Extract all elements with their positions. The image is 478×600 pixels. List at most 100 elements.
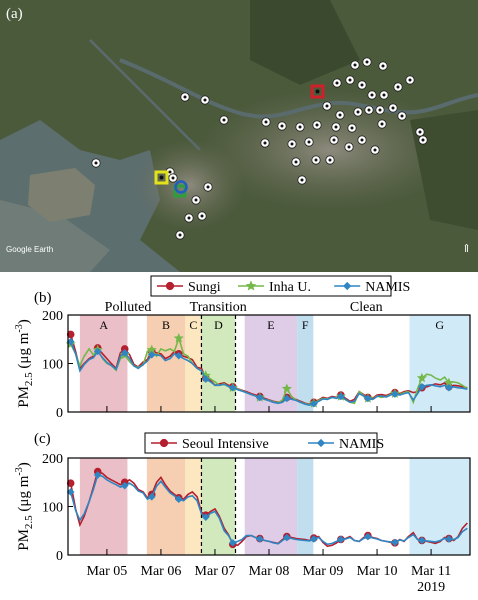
data-point-namis (66, 488, 75, 496)
site-marker-dot (94, 161, 98, 165)
period-band-5 (297, 458, 314, 555)
site-marker-dot (298, 125, 302, 129)
sungi-site-marker (154, 170, 169, 185)
y-axis-label: PM2.5 (μg m-3) (14, 319, 35, 408)
site-marker-dot (315, 123, 319, 127)
site-marker-dot (280, 124, 284, 128)
x-axis-year-label: 2019 (417, 580, 445, 595)
site-marker-dot (200, 214, 204, 218)
y-tick-label: 100 (42, 358, 63, 373)
site-marker-dot (171, 176, 175, 180)
legend-box (150, 275, 392, 297)
legend-marker-inha-u (245, 280, 257, 291)
site-marker-dot (290, 142, 294, 146)
site-marker-dot (183, 95, 187, 99)
series-line-namis (69, 341, 468, 407)
data-point-namis (364, 532, 372, 541)
period-label-A: A (99, 318, 108, 332)
data-point-namis (256, 535, 264, 543)
period-label-E: E (267, 318, 274, 332)
site-marker-dot (187, 216, 191, 220)
data-point-inha-u (173, 333, 184, 343)
site-marker-dot (300, 178, 304, 182)
site-marker-dot (373, 148, 377, 152)
y-axis-label: PM2.5 (μg m-3) (14, 462, 35, 551)
x-tick-label: Mar 07 (195, 564, 236, 579)
x-tick-label: Mar 09 (303, 564, 344, 579)
legend-marker-seoul-intensive (159, 438, 169, 448)
regime-label-clean: Clean (350, 300, 383, 315)
legend-marker-sungi (165, 281, 175, 291)
data-point-inha-u (200, 370, 211, 380)
site-marker-dot (400, 114, 404, 118)
x-tick-label: Mar 05 (86, 564, 127, 579)
data-point-namis (147, 493, 156, 501)
period-band-4 (244, 458, 298, 555)
y-tick-label: 0 (56, 549, 63, 564)
legend-label-inha-u: Inha U. (269, 280, 311, 295)
site-marker-dot (264, 120, 268, 124)
site-marker-dot (356, 110, 360, 114)
site-marker-dot (365, 60, 369, 64)
site-marker-dot (263, 141, 267, 145)
data-point-namis (120, 481, 129, 490)
data-point-namis (310, 399, 318, 408)
period-band-D (201, 315, 236, 412)
period-band-B (146, 315, 186, 412)
period-label-B: B (162, 318, 170, 332)
site-marker-dot (307, 140, 311, 144)
period-label-D: D (214, 318, 223, 332)
panel-b-label: (b) (34, 290, 52, 306)
y-tick-label: 100 (42, 501, 63, 516)
data-point-inha-u (416, 372, 427, 383)
site-marker-dot (194, 198, 198, 202)
legend-label-namis: NAMIS (365, 280, 410, 295)
site-marker-dot (350, 126, 354, 130)
site-marker-dot (168, 170, 172, 174)
mountain-north (250, 0, 360, 85)
site-marker-dot (421, 138, 425, 142)
period-label-F: F (302, 318, 309, 332)
data-point-namis (364, 394, 372, 403)
urban-area-incheon (135, 140, 245, 230)
x-tick-label: Mar 11 (411, 564, 451, 579)
period-band-1 (146, 458, 186, 555)
period-label-C: C (189, 318, 197, 332)
river-branch (89, 39, 201, 151)
site-marker-dot (203, 98, 207, 102)
panel-c-label: (c) (34, 431, 51, 447)
seoul-intensive-site-dot (315, 89, 320, 94)
data-point-namis (66, 337, 75, 346)
regime-label-transition: Transition (190, 300, 247, 315)
regime-label-polluted: Polluted (105, 300, 152, 315)
site-marker-dot (360, 138, 364, 142)
site-marker-dot (206, 185, 210, 189)
panel-c-chart: 0 100 200 Mar 05 Mar 06 Mar 07 Mar 08 Mar 09 Mar… (14, 432, 471, 595)
data-point-namis (418, 536, 426, 545)
site-marker-dot (370, 93, 374, 97)
series-line-namis (69, 474, 468, 546)
data-point-namis (418, 382, 426, 391)
site-marker-dot (178, 233, 182, 237)
namis-site-marker (174, 180, 188, 194)
monitoring-site-markers (91, 57, 428, 240)
data-point-namis (337, 535, 345, 544)
data-point-namis (120, 349, 129, 357)
x-tick-label: Mar 10 (357, 564, 398, 579)
data-point-namis (310, 535, 318, 543)
period-band-G (409, 315, 470, 412)
site-marker-dot (325, 104, 329, 108)
data-point-inha-u (443, 377, 454, 388)
data-point-inha-u (281, 383, 292, 393)
legend-box (144, 432, 378, 454)
y-tick-label: 200 (42, 452, 63, 467)
period-band-F (297, 315, 314, 412)
data-point-namis (228, 539, 237, 547)
site-marker-dot (378, 108, 382, 112)
data-point-namis (228, 383, 237, 392)
site-marker-dot (396, 85, 400, 89)
legend-label-seoul-intensive: Seoul Intensive (182, 437, 269, 452)
data-point-namis (93, 347, 102, 356)
data-point-namis (174, 495, 183, 504)
data-point-namis (445, 383, 453, 392)
